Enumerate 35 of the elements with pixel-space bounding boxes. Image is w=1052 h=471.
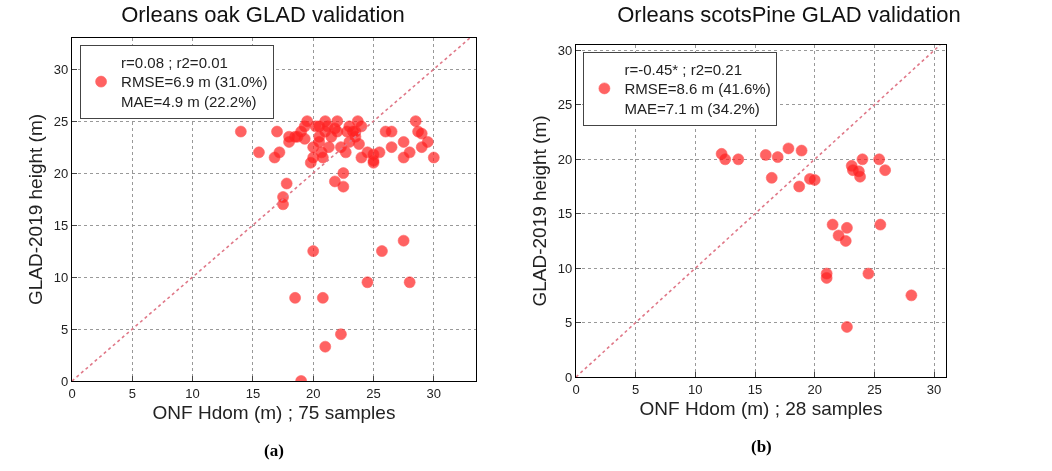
chart-title: Orleans oak GLAD validation [121,2,405,28]
legend-label: r=0.08 ; r2=0.01 RMSE=6.9 m (31.0%) MAE=4.9 m (22.2%) [121,53,268,110]
y-tick-label: 20 [53,165,69,181]
chart-title: Orleans scotsPine GLAD validation [617,2,961,28]
x-axis-title: ONF Hdom (m) ; 28 samples [639,398,883,420]
x-tick-label: 20 [305,385,321,401]
x-tick-label: 20 [807,381,822,397]
x-tick-label: 10 [688,381,703,397]
y-tick-label: 30 [53,61,69,77]
y-tick-label: 20 [557,151,573,167]
text: (b) [751,437,772,456]
x-axis-title: ONF Hdom (m) ; 75 samples [152,402,396,424]
y-tick-label: 0 [564,369,573,385]
y-tick-label: 5 [60,321,69,337]
x-tick-label: 25 [867,381,882,397]
x-tick-label: 25 [366,385,381,401]
y-tick-label: 25 [557,97,573,113]
y-tick-label: 5 [564,315,573,331]
x-tick-label: 15 [747,381,763,397]
y-axis-title: GLAD-2019 height (m) [528,115,550,307]
x-tick-label: 30 [426,385,442,401]
legend-label: r=-0.45* ; r2=0.21 RMSE=8.6 m (41.6%) MAE=7.1 m (34.2%) [624,60,771,117]
x-tick-label: 15 [245,385,261,401]
x-tick-label: 5 [632,381,640,397]
y-tick-label: 25 [53,113,69,129]
x-tick-label: 5 [128,385,136,401]
y-tick-label: 15 [53,217,69,233]
y-tick-label: 30 [557,42,573,58]
text: (a) [264,441,284,460]
y-tick-label: 10 [557,260,573,276]
y-axis-title: GLAD-2019 height (m) [24,113,46,306]
y-tick-label: 10 [53,269,69,285]
x-tick-label: 10 [185,385,200,401]
y-tick-label: 15 [557,206,573,222]
x-tick-label: 30 [926,381,942,397]
